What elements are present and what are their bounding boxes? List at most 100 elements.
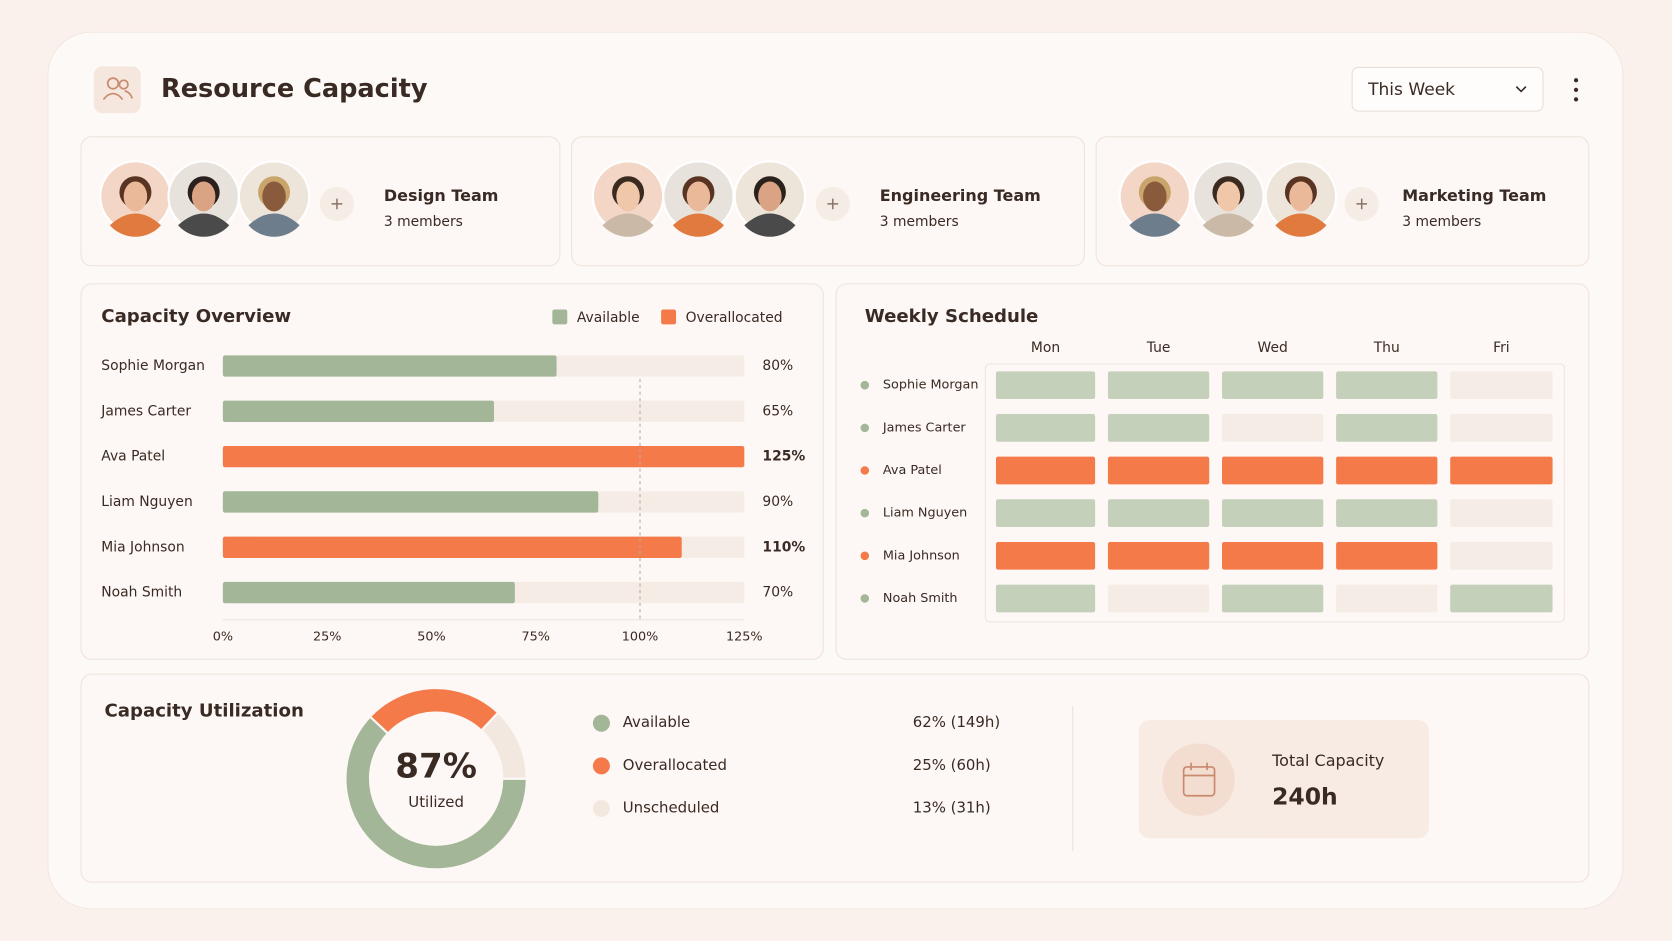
category-label: Sophie Morgan — [101, 358, 205, 374]
x-tick-label: 25% — [313, 629, 341, 644]
total-value: 240h — [1272, 782, 1338, 810]
avatar-shirt — [248, 213, 300, 237]
period-label: This Week — [1367, 80, 1455, 100]
add-icon — [1356, 198, 1368, 210]
value-label: 125% — [762, 449, 805, 465]
avatar-face — [1289, 181, 1313, 212]
value-label: 25% (60h) — [913, 756, 991, 774]
more-menu[interactable] — [1573, 78, 1579, 102]
value-label: 110% — [762, 539, 805, 555]
team-members: 3 members — [1402, 214, 1481, 230]
schedule-cell — [1222, 541, 1324, 570]
capacity-card — [80, 283, 824, 660]
schedule-cell — [1107, 413, 1210, 442]
value-label: 62% (149h) — [913, 713, 1000, 731]
schedule-cell — [995, 371, 1096, 400]
status-dot — [860, 423, 870, 433]
schedule-cell — [1222, 499, 1324, 528]
category-label: Mia Johnson — [101, 539, 184, 555]
center-value: 87% — [395, 747, 477, 787]
avatar-face — [191, 181, 216, 212]
status-dot — [860, 508, 870, 518]
avatar-shirt — [1202, 213, 1254, 237]
team-name: Marketing Team — [1402, 186, 1546, 205]
category-label: Liam Nguyen — [101, 494, 192, 510]
header-icon — [93, 66, 141, 114]
team-name: Engineering Team — [880, 186, 1041, 205]
schedule-cell — [1336, 499, 1438, 528]
schedule-cell — [995, 584, 1096, 613]
schedule-cell — [1336, 584, 1438, 613]
bar — [222, 491, 599, 513]
bar — [222, 445, 745, 468]
day-label: Fri — [1493, 340, 1510, 356]
total-label: Total Capacity — [1271, 751, 1384, 770]
bar — [222, 355, 557, 377]
schedule-cell — [1336, 541, 1438, 570]
value-label: 13% (31h) — [913, 799, 991, 817]
schedule-cell — [1450, 499, 1553, 528]
member-name: Sophie Morgan — [883, 378, 979, 393]
avatar-face — [1216, 181, 1241, 212]
schedule-cell — [995, 456, 1096, 485]
avatar-shirt — [744, 213, 796, 237]
add-icon — [827, 198, 839, 210]
period-dropdown[interactable] — [1351, 66, 1544, 112]
schedule-cell — [1222, 413, 1324, 442]
member-name: Noah Smith — [883, 591, 958, 606]
avatar-shirt — [1129, 213, 1181, 237]
value-label: 90% — [762, 494, 793, 510]
schedule-cell — [1450, 413, 1553, 442]
legend-label: Available — [623, 713, 690, 731]
legend-label: Overallocated — [623, 756, 727, 774]
dropdown-caret — [1515, 86, 1527, 93]
member-name: James Carter — [882, 420, 967, 435]
chart-title: Capacity Utilization — [105, 700, 304, 721]
day-label: Mon — [1031, 340, 1060, 356]
schedule-cell — [995, 413, 1096, 442]
status-dot — [860, 466, 870, 475]
donut-segment — [344, 715, 528, 871]
schedule-cell — [1222, 456, 1324, 485]
value-label: 70% — [762, 585, 793, 601]
x-tick-label: 0% — [213, 629, 233, 644]
day-label: Thu — [1373, 340, 1400, 356]
schedule-cell — [1107, 584, 1210, 613]
member-name: Ava Patel — [883, 463, 942, 478]
team-members: 3 members — [880, 214, 959, 230]
avatar-shirt — [672, 213, 725, 237]
schedule-cell — [1336, 456, 1438, 485]
value-label: 80% — [762, 358, 793, 374]
avatar-face — [262, 181, 286, 212]
schedule-cell — [1107, 456, 1210, 485]
legend-swatch — [552, 309, 568, 325]
bar — [222, 400, 495, 422]
legend-label: Available — [577, 310, 640, 326]
schedule-grid — [984, 363, 1565, 623]
users-icon — [102, 77, 134, 100]
status-dot — [860, 380, 870, 390]
x-tick-label: 100% — [622, 629, 659, 644]
page-title: Resource Capacity — [161, 74, 428, 104]
schedule-cell — [1336, 413, 1438, 442]
donut-segment — [479, 711, 528, 780]
schedule-title: Weekly Schedule — [865, 306, 1039, 327]
team-name: Design Team — [384, 186, 499, 205]
center-caption: Utilized — [408, 793, 464, 811]
avatar-shirt — [109, 213, 162, 237]
schedule-cell — [1107, 371, 1210, 400]
category-label: Ava Patel — [101, 449, 165, 465]
avatar-shirt — [178, 213, 230, 237]
x-tick-label: 50% — [417, 629, 445, 644]
schedule-cell — [1450, 371, 1553, 400]
member-name: Mia Johnson — [883, 548, 960, 563]
legend-label: Unscheduled — [623, 799, 720, 817]
day-label: Wed — [1258, 340, 1288, 356]
bar — [222, 581, 515, 604]
schedule-cell — [995, 499, 1096, 528]
schedule-cell — [1450, 584, 1553, 613]
schedule-cell — [1107, 499, 1210, 528]
schedule-cell — [1222, 371, 1324, 400]
category-label: James Carter — [100, 403, 191, 419]
